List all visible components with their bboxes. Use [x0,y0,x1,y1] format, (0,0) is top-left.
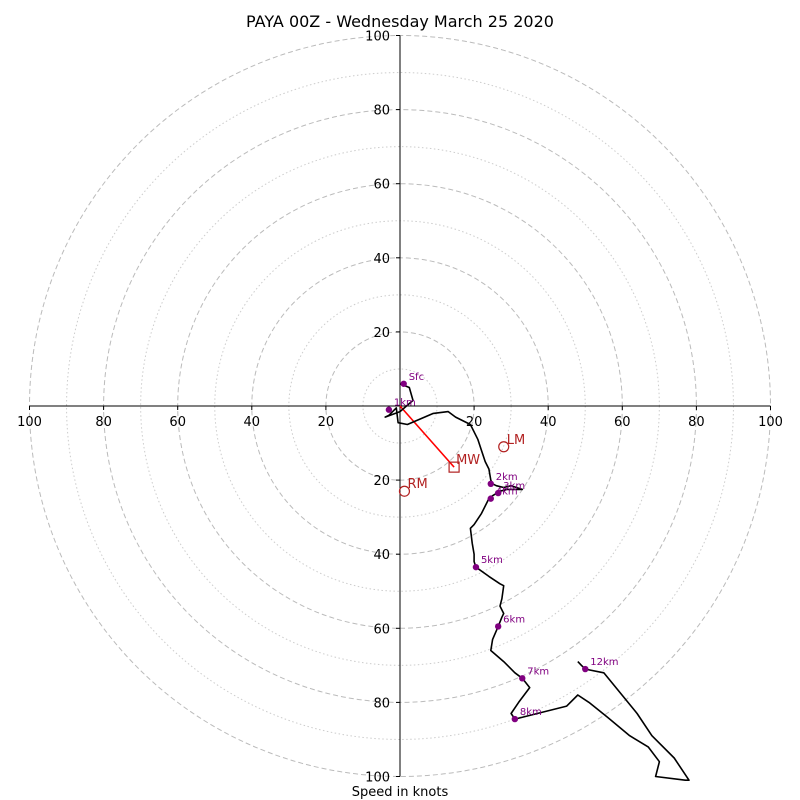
height-marker-label: 12km [590,657,618,668]
y-tick-label: 80 [373,696,390,711]
height-marker-label: Sfc [409,372,424,383]
x-tick-label: 20 [318,415,335,430]
height-marker-label: 2km [496,472,518,483]
x-tick-label: 40 [540,415,557,430]
height-marker-label: 6km [503,614,525,625]
storm-motion-marker [498,441,510,453]
storm-motion-markers: LM RM MW [398,433,525,497]
mean-wind-marker [448,461,460,473]
mean-wind-vector [399,405,455,468]
y-tick-label: 100 [365,771,390,786]
x-tick-label: 100 [17,415,42,430]
y-tick-label: 40 [373,252,390,267]
tick-labels: 100 80 60 40 20 20 40 60 80 100 100 80 60 40 20 20 40 60 8… [17,30,783,786]
chart-title: PAYA 00Z - Wednesday March 25 2020 [246,12,554,31]
storm-motion-label: LM [507,433,525,448]
x-tick-label: 80 [688,415,705,430]
height-marker-label: 3km [503,481,525,492]
height-marker-dot [511,715,519,723]
x-tick-label: 80 [95,415,112,430]
y-tick-label: 20 [373,474,390,489]
hodograph-trace [384,383,690,782]
height-marker-label: 8km [520,707,542,718]
height-marker-dot [494,623,502,630]
height-marker-label: 5km [481,555,503,566]
height-marker-label: 7km [527,666,549,677]
x-axis-label: Speed in knots [352,785,449,800]
y-tick-label: 60 [373,622,390,637]
height-marker-dot [582,665,589,673]
height-marker-dot [472,563,480,571]
x-tick-label: 20 [466,415,483,430]
height-marker-dot [519,675,526,682]
height-marker-label: 1km [394,398,416,409]
x-tick-label: 40 [244,415,261,430]
y-tick-label: 40 [373,548,390,563]
mean-wind-label: MW [456,453,480,468]
height-marker-dot [487,480,494,488]
hodograph-trace-line [384,383,690,782]
y-tick-label: 20 [373,326,390,341]
y-tick-label: 100 [365,30,390,45]
y-tick-label: 80 [373,104,390,119]
height-marker-dot [487,495,494,502]
height-marker-dot [494,489,502,497]
height-marker-dot [400,380,407,387]
storm-motion-label: RM [407,477,427,492]
height-marker-dot [385,406,393,413]
x-tick-label: 60 [169,415,186,430]
shear-vector-line [399,405,455,468]
storm-motion-marker [398,485,411,497]
height-marker-label: 4km [496,487,518,498]
x-tick-label: 60 [614,415,631,430]
y-tick-label: 60 [373,178,390,193]
x-tick-label: 100 [758,415,783,430]
